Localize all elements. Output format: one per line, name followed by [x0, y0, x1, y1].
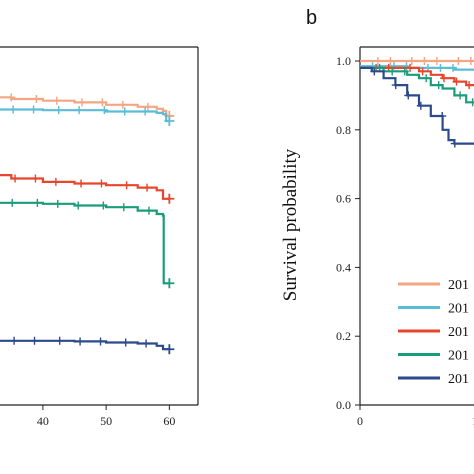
x-tick-label: 0	[357, 414, 363, 428]
series-line-1	[0, 96, 170, 117]
censor-mark	[370, 67, 379, 76]
censor-mark	[121, 338, 130, 347]
censor-mark	[404, 91, 413, 100]
censor-mark	[468, 98, 474, 107]
censor-mark	[144, 206, 153, 215]
censor-mark	[120, 107, 129, 116]
series-line-4	[360, 66, 474, 104]
censor-mark	[407, 57, 416, 65]
y-tick-label: 1.0	[336, 54, 351, 68]
censor-mark	[33, 198, 42, 207]
y-tick-label: 0.8	[336, 123, 351, 137]
censor-mark	[97, 179, 106, 188]
y-axis-title: Survival probability	[280, 148, 301, 301]
censor-mark-end	[164, 278, 175, 289]
series-line-5	[360, 66, 474, 145]
censor-mark	[96, 337, 105, 346]
censor-mark	[400, 67, 409, 76]
censor-mark	[77, 179, 86, 188]
censor-mark	[54, 106, 63, 115]
censor-mark	[452, 77, 461, 86]
censor-mark	[52, 96, 61, 105]
series-line-5	[0, 339, 170, 351]
censor-mark	[450, 139, 459, 148]
series-line-2	[0, 108, 170, 123]
censor-mark	[99, 201, 108, 210]
censor-mark	[386, 57, 395, 65]
censor-mark	[436, 63, 445, 72]
censor-mark	[32, 95, 41, 104]
censor-mark	[74, 201, 83, 210]
censor-mark	[434, 81, 443, 90]
censor-mark	[422, 74, 431, 83]
censor-mark	[30, 336, 39, 345]
censor-mark	[438, 112, 447, 121]
censor-mark	[432, 57, 441, 65]
censor-mark	[456, 91, 465, 100]
censor-mark	[31, 174, 40, 183]
censor-mark	[122, 181, 131, 190]
censor-mark	[76, 337, 85, 346]
legend-label-1: 201	[448, 278, 469, 293]
censor-mark	[11, 174, 20, 183]
legend-label-2: 201	[448, 302, 469, 317]
censor-mark	[418, 67, 427, 76]
censor-mark	[10, 336, 19, 345]
series-line-3	[0, 174, 170, 200]
censor-mark	[388, 67, 397, 76]
censor-mark	[420, 57, 429, 65]
censor-mark	[406, 63, 415, 72]
censor-mark	[100, 106, 109, 115]
panel-label-b: b	[306, 7, 317, 29]
series-line-4	[0, 201, 170, 285]
panel-b: 0 10 0.0 0.2 0.4 0.6 0.8 1.0	[336, 46, 474, 428]
panel-a: 40 50 60	[0, 46, 199, 428]
censor-mark	[8, 198, 17, 207]
censor-mark	[98, 98, 107, 107]
censor-mark-end	[164, 193, 175, 204]
censor-mark	[143, 102, 152, 111]
censor-mark	[77, 98, 86, 107]
censor-mark-end	[164, 344, 175, 355]
legend-label-5: 201	[448, 372, 469, 387]
censor-mark	[373, 57, 382, 65]
x-tick-label: 40	[37, 414, 49, 428]
y-tick-label: 0.2	[336, 329, 351, 343]
censor-mark	[143, 183, 152, 192]
legend: 201 201 201 201 201	[392, 272, 474, 392]
censor-mark	[29, 105, 38, 114]
censor-mark	[454, 57, 463, 65]
x-tick-label: 60	[163, 414, 175, 428]
x-tick-label: 10	[472, 414, 474, 428]
y-tick-label: 0.0	[336, 398, 351, 412]
legend-label-3: 201	[448, 325, 469, 340]
censor-mark	[118, 100, 127, 109]
censor-mark	[119, 203, 128, 212]
censor-mark	[75, 106, 84, 115]
censor-mark	[53, 199, 62, 208]
y-tick-label: 0.6	[336, 192, 351, 206]
censor-mark-end	[164, 116, 175, 126]
censor-mark	[416, 101, 425, 110]
censor-mark	[142, 339, 151, 348]
censor-mark	[439, 74, 448, 83]
censor-mark	[465, 81, 474, 90]
x-tick-label: 50	[100, 414, 112, 428]
y-tick-label: 0.4	[336, 260, 351, 274]
censor-mark	[55, 336, 64, 345]
censor-mark	[51, 177, 60, 186]
censor-mark	[391, 81, 400, 90]
censor-mark	[449, 63, 458, 72]
censor-mark	[9, 105, 18, 114]
censor-mark	[466, 57, 474, 65]
series-line-3	[360, 66, 474, 87]
legend-label-4: 201	[448, 349, 469, 364]
censor-mark	[141, 107, 150, 116]
censor-mark	[7, 93, 16, 102]
